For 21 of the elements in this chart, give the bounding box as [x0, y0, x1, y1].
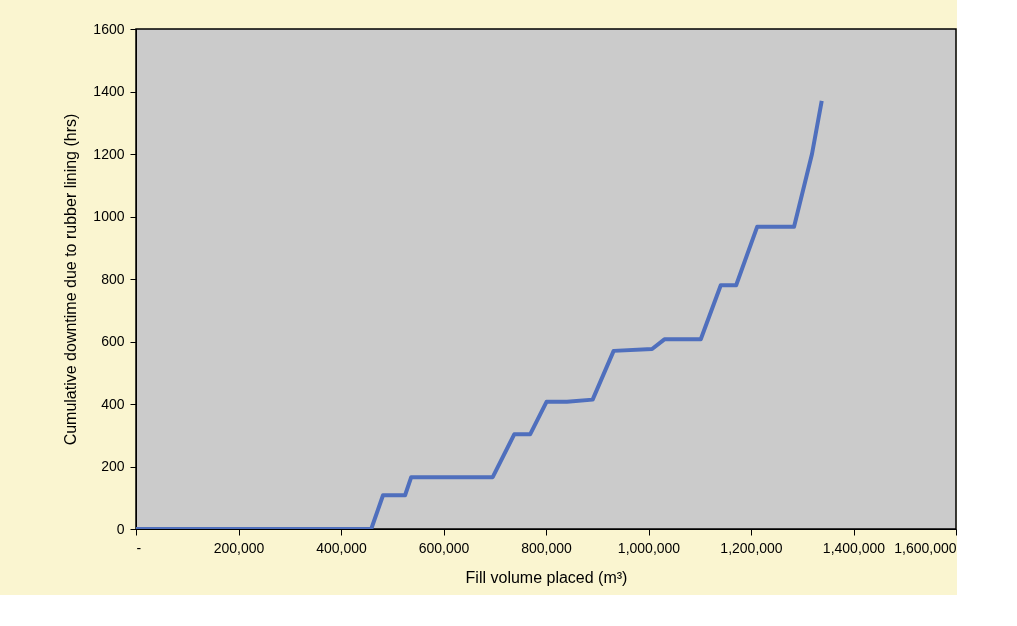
y-tick-label: 200: [101, 458, 125, 474]
y-tick-label: 1400: [93, 83, 125, 99]
y-tick-label: 1200: [93, 145, 125, 162]
x-tick-label: 1,000,000: [617, 539, 681, 556]
y-tick-label: 1600: [93, 20, 125, 37]
y-tick-label: 1000: [93, 208, 125, 224]
x-tick-label: 600,000: [418, 539, 470, 556]
x-tick-label: 800,000: [521, 539, 573, 556]
y-tick-label: 0: [116, 520, 125, 537]
x-tick-label: -: [136, 539, 142, 556]
y-axis-title: Cumulative downtime due to rubber lining (hrs): [62, 113, 80, 446]
x-tick-label: 1,200,000: [720, 539, 783, 556]
x-tick-label: 1,600,000: [894, 539, 957, 556]
x-tick-label: 400,000: [316, 539, 368, 556]
y-tick-label: 400: [101, 395, 125, 412]
x-tick-label: 200,000: [213, 539, 265, 556]
line-series: [136, 98, 824, 529]
y-tick-label: 600: [101, 333, 125, 349]
x-axis-title: Fill volume placed (m³): [465, 568, 628, 586]
y-tick-label: 800: [101, 270, 125, 287]
x-tick-label: 1,400,000: [822, 539, 886, 556]
